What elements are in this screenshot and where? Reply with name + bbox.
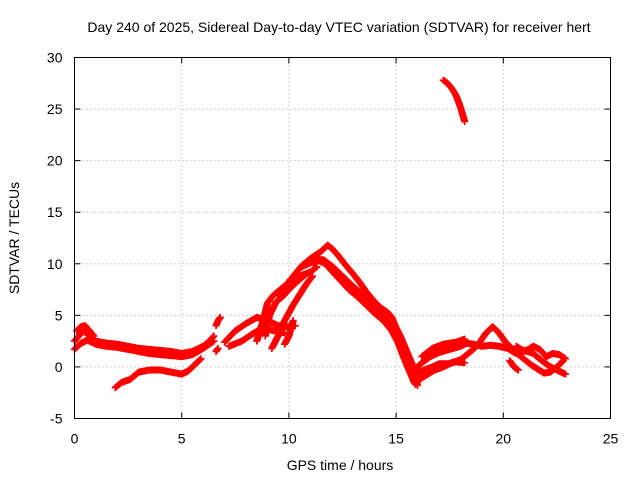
series-arc-18 bbox=[411, 339, 569, 378]
x-tick-label: 25 bbox=[603, 431, 619, 447]
y-tick-label: 25 bbox=[47, 101, 63, 117]
series-arc-3 bbox=[73, 322, 98, 340]
x-tick-label: 15 bbox=[388, 431, 404, 447]
series-arc-20 bbox=[512, 342, 569, 363]
data-point-markers bbox=[512, 342, 569, 363]
y-tick-label: 15 bbox=[47, 204, 63, 220]
data-point-markers bbox=[111, 355, 205, 392]
x-axis-label: GPS time / hours bbox=[287, 457, 394, 473]
y-tick-label: 20 bbox=[47, 153, 63, 169]
data-point-markers bbox=[411, 339, 569, 378]
data-point-markers bbox=[73, 322, 98, 340]
x-axis-ticks: 0 5 10 15 20 25 bbox=[71, 57, 619, 447]
x-tick-label: 10 bbox=[281, 431, 297, 447]
series-arc-5 bbox=[212, 313, 224, 330]
y-axis-label: SDTVAR / TECUs bbox=[6, 182, 22, 294]
y-tick-label: -5 bbox=[50, 411, 63, 427]
y-tick-label: 10 bbox=[47, 256, 63, 272]
data-point-markers bbox=[302, 256, 421, 389]
data-point-markers bbox=[212, 313, 224, 330]
series-arc-15 bbox=[302, 256, 421, 389]
data-point-markers bbox=[439, 76, 469, 125]
data-point-markers bbox=[506, 357, 522, 374]
plot-frame bbox=[74, 57, 611, 419]
data-points bbox=[71, 76, 569, 392]
series-arc-6 bbox=[212, 344, 222, 355]
x-tick-label: 5 bbox=[178, 431, 186, 447]
series-arc-11 bbox=[268, 272, 316, 352]
series-arc-22 bbox=[439, 76, 469, 125]
series-arc-12 bbox=[281, 317, 297, 348]
data-point-markers bbox=[212, 344, 222, 355]
y-axis-ticks: -5 0 5 10 15 20 25 30 bbox=[47, 50, 611, 427]
y-tick-label: 0 bbox=[55, 359, 63, 375]
y-tick-label: 30 bbox=[47, 50, 63, 66]
x-tick-label: 20 bbox=[496, 431, 512, 447]
y-tick-label: 5 bbox=[55, 307, 63, 323]
data-point-markers bbox=[418, 335, 469, 361]
data-point-markers bbox=[281, 317, 297, 348]
x-tick-label: 0 bbox=[71, 431, 79, 447]
data-point-markers bbox=[268, 272, 316, 352]
chart-title: Day 240 of 2025, Sidereal Day-to-day VTE… bbox=[87, 19, 590, 35]
series-arc-19 bbox=[418, 335, 469, 361]
series-arc-4 bbox=[111, 355, 205, 392]
series-arc-21 bbox=[506, 357, 522, 374]
